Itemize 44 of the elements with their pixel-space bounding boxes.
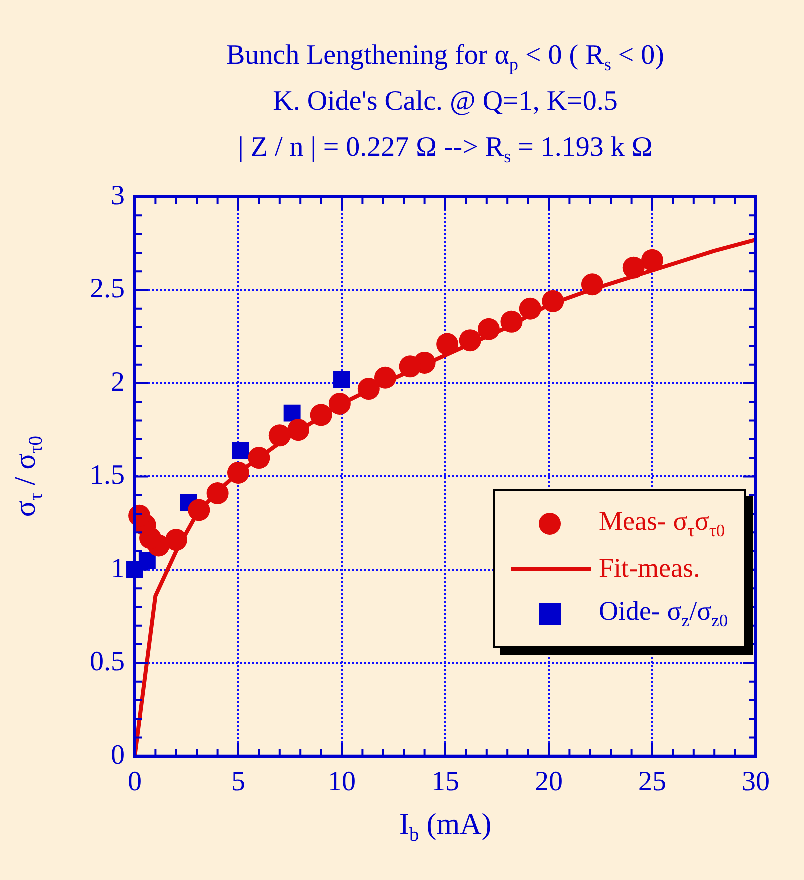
point bbox=[284, 404, 301, 422]
point bbox=[165, 529, 188, 552]
point bbox=[399, 356, 422, 378]
y-tick-label: 0.5 bbox=[90, 646, 125, 678]
point bbox=[328, 392, 351, 415]
point bbox=[642, 249, 664, 272]
x-axis-title: I$_{b}$ (mA) bbox=[400, 808, 492, 848]
point bbox=[622, 256, 645, 279]
point bbox=[310, 404, 332, 426]
point bbox=[436, 333, 459, 356]
point bbox=[288, 419, 310, 442]
y-tick-label: 0 bbox=[111, 740, 125, 771]
point bbox=[374, 366, 396, 389]
x-tick-label: 5 bbox=[232, 766, 246, 798]
y-tick-label: 1 bbox=[111, 553, 125, 584]
x-tick-label: 10 bbox=[328, 766, 356, 798]
legend-label: Fit-meas. bbox=[599, 553, 700, 584]
legend-label: Meas- σ$_{τ}$σ$_{τ0}$ bbox=[599, 506, 726, 542]
point bbox=[581, 274, 604, 296]
legend-label: Oide- σ$_{z}$/σ$_{z0}$ bbox=[599, 596, 728, 632]
x-tick-label: 20 bbox=[535, 766, 563, 798]
point bbox=[459, 330, 482, 352]
x-tick-label: 30 bbox=[742, 766, 770, 798]
y-tick-label: 2 bbox=[111, 366, 125, 398]
point bbox=[542, 290, 564, 312]
point bbox=[478, 318, 500, 340]
point bbox=[519, 298, 542, 320]
x-tick-label: 15 bbox=[432, 766, 460, 798]
point bbox=[268, 424, 291, 447]
text: | Z / n | = 0.227 Ω --> R$_{s}$ = 1.193 k Ω bbox=[237, 132, 654, 168]
point bbox=[206, 482, 229, 504]
point bbox=[228, 462, 250, 484]
point bbox=[358, 378, 380, 400]
x-tick-label: 25 bbox=[638, 766, 666, 798]
point bbox=[232, 442, 250, 460]
y-tick-label: 3 bbox=[111, 180, 125, 212]
point bbox=[188, 499, 210, 522]
y-tick-label: 1.5 bbox=[90, 460, 125, 492]
chart-subtitle: K. Oide's Calc. @ Q=1, K=0.5 bbox=[272, 86, 619, 118]
y-tick-label: 2.5 bbox=[90, 274, 125, 305]
point bbox=[334, 371, 350, 388]
point bbox=[500, 310, 523, 333]
chart-title: Bunch Lengthening for α$_{p}$ < 0 ( R$_{s}$ < 0) bbox=[225, 40, 666, 76]
point bbox=[248, 447, 270, 470]
